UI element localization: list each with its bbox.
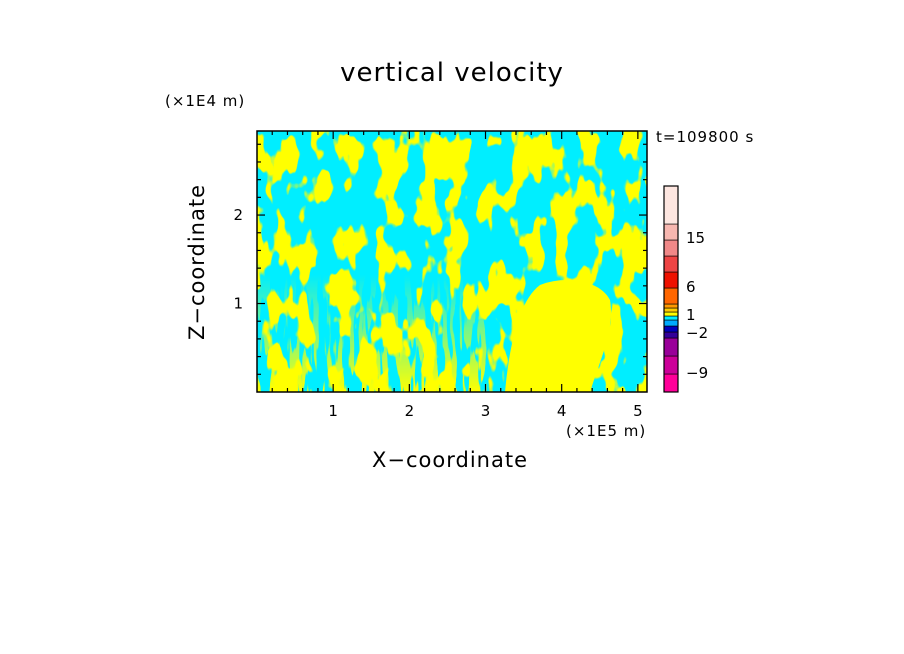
x-tick-label: 3 bbox=[481, 402, 491, 420]
x-axis-label: X−coordinate bbox=[372, 448, 528, 472]
colorbar-band bbox=[663, 287, 679, 305]
colorbar-band bbox=[663, 307, 679, 313]
x-axis-unit: (×1E5 m) bbox=[566, 422, 647, 440]
z-ticks: 12 bbox=[233, 143, 647, 375]
z-tick-label: 1 bbox=[233, 295, 243, 313]
colorbar-label: −9 bbox=[686, 364, 708, 382]
x-tick-label: 4 bbox=[557, 402, 567, 420]
x-tick-label: 2 bbox=[405, 402, 415, 420]
updraft-plume bbox=[505, 280, 611, 392]
colorbar-band bbox=[663, 255, 679, 273]
colorbar: 15 6 1−2 −9 bbox=[663, 185, 708, 393]
colorbar-band bbox=[663, 331, 679, 339]
time-label: t=109800 s bbox=[656, 128, 755, 146]
colorbar-band bbox=[663, 325, 679, 333]
colorbar-band bbox=[663, 315, 679, 321]
x-ticks: 1 2 3 4 5 bbox=[271, 131, 643, 420]
colorbar-band bbox=[663, 271, 679, 289]
colorbar-band bbox=[663, 303, 679, 309]
colorbar-frame bbox=[663, 185, 679, 393]
colorbar-band bbox=[663, 185, 679, 225]
colorbar-label: 6 bbox=[686, 278, 696, 296]
plot-frame bbox=[256, 130, 648, 393]
field-fine-structure bbox=[257, 131, 487, 392]
colorbar-band bbox=[663, 337, 679, 357]
colorbar-band bbox=[663, 355, 679, 375]
x-tick-label: 5 bbox=[633, 402, 643, 420]
colorbar-band bbox=[663, 373, 679, 393]
field-layer bbox=[257, 131, 647, 392]
colorbar-band bbox=[663, 239, 679, 257]
x-tick-label: 1 bbox=[328, 402, 338, 420]
colorbar-band bbox=[663, 319, 679, 327]
z-axis-unit: (×1E4 m) bbox=[165, 92, 246, 110]
colorbar-band bbox=[663, 223, 679, 241]
chart-title: vertical velocity bbox=[340, 58, 564, 88]
colorbar-label: 1 bbox=[686, 306, 696, 324]
colorbar-band bbox=[663, 311, 679, 317]
colorbar-label: −2 bbox=[686, 324, 708, 342]
colorbar-label: 15 bbox=[686, 229, 705, 247]
z-tick-label: 2 bbox=[233, 206, 243, 224]
